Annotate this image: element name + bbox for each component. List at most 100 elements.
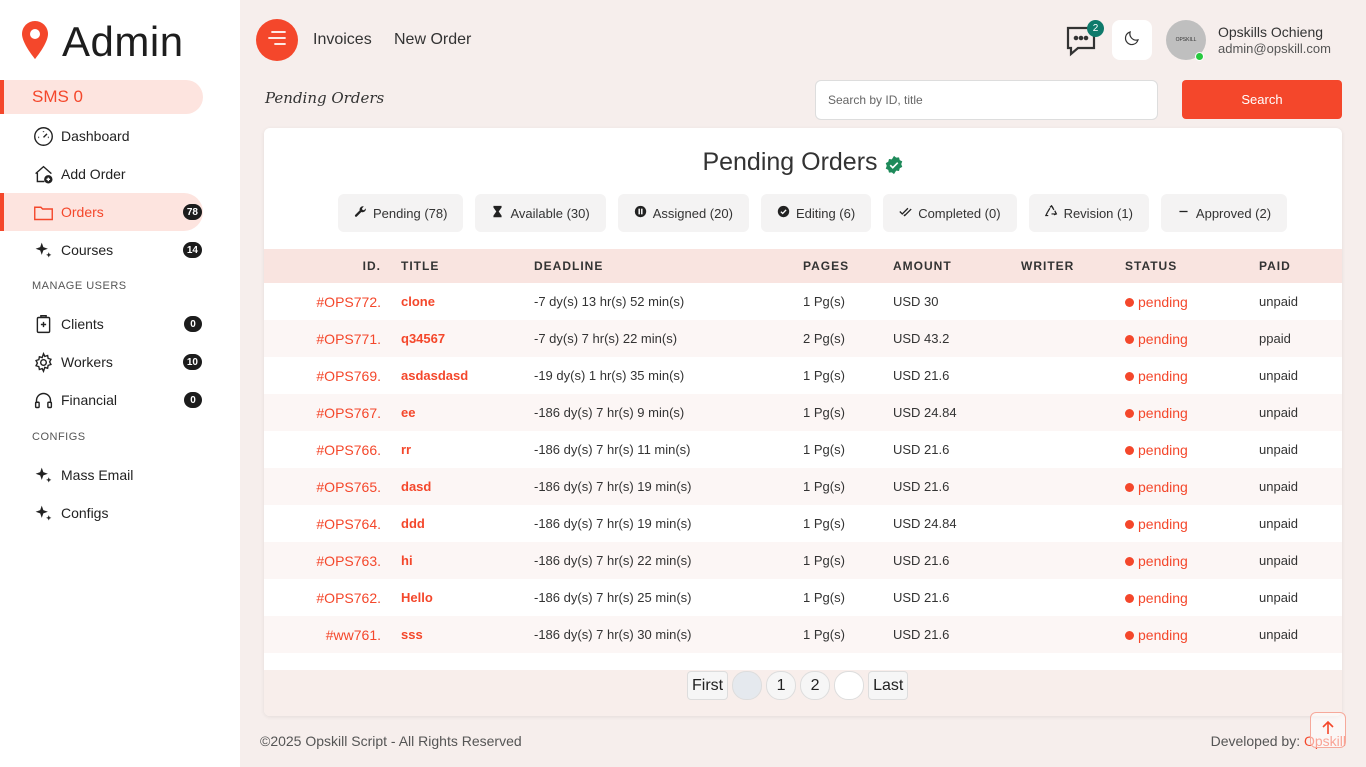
table-row[interactable]: #OPS763. hi -186 dy(s) 7 hr(s) 22 min(s)…	[264, 542, 1342, 579]
table-row[interactable]: #OPS766. rr -186 dy(s) 7 hr(s) 11 min(s)…	[264, 431, 1342, 468]
sidebar-item-financial[interactable]: Financial 0	[0, 381, 203, 419]
column-header-status[interactable]: STATUS	[1125, 259, 1178, 273]
table-row[interactable]: #OPS762. Hello -186 dy(s) 7 hr(s) 25 min…	[264, 579, 1342, 616]
order-writer	[1021, 431, 1125, 468]
sidebar-item-courses[interactable]: Courses 14	[0, 231, 203, 269]
order-deadline: -186 dy(s) 7 hr(s) 30 min(s)	[534, 627, 692, 642]
status-dot-icon	[1125, 631, 1134, 641]
order-paid: unpaid	[1259, 405, 1299, 420]
pagination-page[interactable]	[732, 671, 763, 700]
brand[interactable]: Admin	[20, 18, 184, 66]
pagination-page[interactable]: 2	[800, 671, 831, 700]
order-id[interactable]: #ww761.	[325, 626, 381, 643]
menu-toggle-button[interactable]	[256, 19, 298, 61]
order-paid: unpaid	[1259, 516, 1299, 531]
filter-approved[interactable]: Approved (2)	[1160, 194, 1288, 232]
order-id[interactable]: #OPS767.	[316, 404, 381, 421]
order-id[interactable]: #OPS763.	[316, 552, 381, 569]
status-dot-icon	[1125, 594, 1134, 604]
search-input[interactable]	[815, 80, 1158, 120]
order-id[interactable]: #OPS771.	[316, 330, 381, 347]
status-dot-icon	[1125, 520, 1134, 530]
order-deadline: -7 dy(s) 13 hr(s) 52 min(s)	[534, 294, 685, 309]
order-amount: USD 30	[893, 294, 939, 309]
pause-circle-icon	[634, 205, 653, 221]
order-title[interactable]: dasd	[401, 479, 432, 494]
pagination-page[interactable]: 1	[766, 671, 797, 700]
speedometer-icon	[32, 125, 54, 147]
order-title[interactable]: clone	[401, 294, 435, 309]
order-paid: unpaid	[1259, 590, 1299, 605]
sidebar-item-label: Orders	[61, 204, 104, 220]
column-header-writer[interactable]: WRITER	[1021, 259, 1075, 273]
user-name[interactable]: Opskills Ochieng	[1218, 24, 1324, 40]
status-text: pending	[1138, 293, 1188, 310]
column-header-pages[interactable]: PAGES	[803, 259, 850, 273]
search-button[interactable]: Search	[1182, 80, 1342, 119]
order-title[interactable]: q34567	[401, 331, 446, 346]
filter-editing[interactable]: Editing (6)	[760, 194, 872, 232]
order-title[interactable]: ee	[401, 405, 416, 420]
pagination-page[interactable]	[834, 671, 865, 700]
invoices-link[interactable]: Invoices	[313, 31, 372, 48]
chat-bubble-icon	[1064, 26, 1100, 62]
location-pin-icon	[20, 20, 50, 65]
filter-available[interactable]: Available (30)	[475, 194, 606, 232]
sidebar-item-label: Add Order	[61, 166, 126, 182]
order-writer	[1021, 357, 1125, 394]
sidebar-item-workers[interactable]: Workers 10	[0, 343, 203, 381]
order-title[interactable]: Hello	[401, 590, 433, 605]
pagination-first[interactable]: First	[687, 671, 729, 700]
table-row[interactable]: #OPS769. asdasdasd -19 dy(s) 1 hr(s) 35 …	[264, 357, 1342, 394]
column-header-paid[interactable]: PAID	[1259, 259, 1291, 273]
order-id[interactable]: #OPS762.	[316, 589, 381, 606]
column-header-title[interactable]: TITLE	[401, 259, 440, 273]
order-deadline: -19 dy(s) 1 hr(s) 35 min(s)	[534, 368, 685, 383]
order-status: pending	[1125, 579, 1259, 616]
filter-completed[interactable]: Completed (0)	[883, 194, 1017, 232]
table-row[interactable]: #OPS772. clone -7 dy(s) 13 hr(s) 52 min(…	[264, 283, 1342, 320]
column-header-id[interactable]: ID.	[362, 259, 381, 273]
sidebar-item-clients[interactable]: Clients 0	[0, 305, 203, 343]
table-row[interactable]: #OPS771. q34567 -7 dy(s) 7 hr(s) 22 min(…	[264, 320, 1342, 357]
order-title[interactable]: rr	[401, 442, 412, 457]
order-id[interactable]: #OPS765.	[316, 478, 381, 495]
order-id[interactable]: #OPS764.	[316, 515, 381, 532]
table-row[interactable]: #OPS765. dasd -186 dy(s) 7 hr(s) 19 min(…	[264, 468, 1342, 505]
status-text: pending	[1138, 478, 1188, 495]
footer-copyright: ©2025 Opskill Script - All Rights Reserv…	[260, 733, 522, 749]
table-row[interactable]: #OPS767. ee -186 dy(s) 7 hr(s) 9 min(s) …	[264, 394, 1342, 431]
order-title[interactable]: sss	[401, 627, 423, 642]
sidebar-item-mass-email[interactable]: Mass Email	[0, 456, 203, 494]
order-paid: unpaid	[1259, 294, 1299, 309]
order-id[interactable]: #OPS766.	[316, 441, 381, 458]
sidebar-item-add-order[interactable]: Add Order	[0, 155, 203, 193]
sms-counter[interactable]: SMS 0	[0, 80, 203, 114]
table-row[interactable]: #OPS764. ddd -186 dy(s) 7 hr(s) 19 min(s…	[264, 505, 1342, 542]
table-row[interactable]: #ww761. sss -186 dy(s) 7 hr(s) 30 min(s)…	[264, 616, 1342, 653]
sidebar-item-dashboard[interactable]: Dashboard	[0, 117, 203, 155]
theme-toggle-button[interactable]	[1112, 20, 1152, 60]
order-title[interactable]: hi	[401, 553, 413, 568]
new-order-link[interactable]: New Order	[394, 31, 472, 48]
column-header-amount[interactable]: AMOUNT	[893, 259, 952, 273]
filter-assigned[interactable]: Assigned (20)	[617, 194, 749, 232]
pagination-last[interactable]: Last	[868, 671, 909, 700]
column-header-deadline[interactable]: DEADLINE	[534, 259, 604, 273]
order-title[interactable]: asdasdasd	[401, 368, 469, 383]
filter-pending[interactable]: Pending (78)	[338, 194, 464, 232]
courses-count-badge: 14	[182, 242, 202, 258]
order-id[interactable]: #OPS769.	[316, 367, 381, 384]
filter-revision[interactable]: Revision (1)	[1028, 194, 1149, 232]
sidebar-item-orders[interactable]: Orders 78	[0, 193, 203, 231]
sidebar-item-configs[interactable]: Configs	[0, 494, 203, 532]
order-title[interactable]: ddd	[401, 516, 425, 531]
order-id[interactable]: #OPS772.	[316, 293, 381, 310]
online-status-dot	[1195, 52, 1204, 61]
sparkles-icon	[32, 502, 54, 524]
scroll-to-top-button[interactable]	[1310, 712, 1346, 748]
sidebar: Admin SMS 0 Dashboard Add Order Orders 7…	[0, 0, 240, 767]
order-paid: unpaid	[1259, 553, 1299, 568]
order-status: pending	[1125, 320, 1259, 357]
table-header-row: ID. TITLE DEADLINE PAGES AMOUNT WRITER S…	[264, 249, 1342, 283]
